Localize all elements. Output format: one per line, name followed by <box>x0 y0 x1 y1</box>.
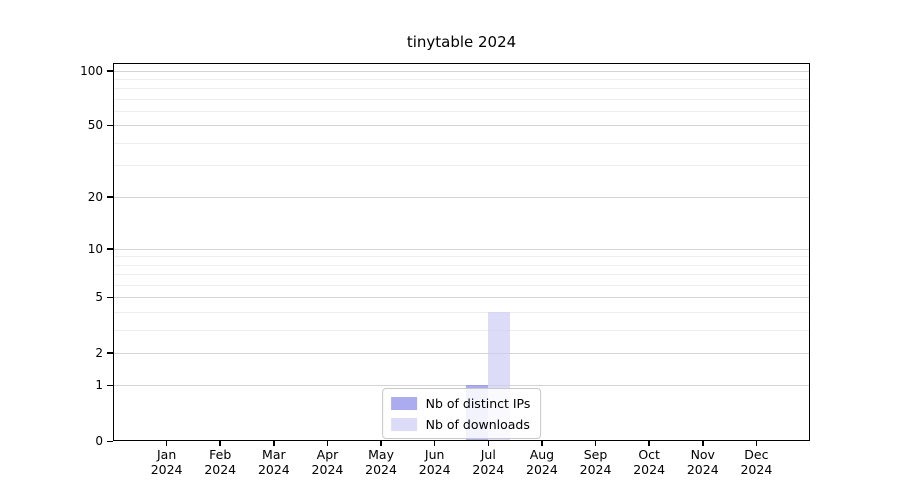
year-label: 2024 <box>740 462 773 477</box>
month-label: Oct <box>638 447 660 462</box>
year-label: 2024 <box>311 462 344 477</box>
month-label: Apr <box>316 447 339 462</box>
gridline-minor <box>113 329 810 331</box>
x-tick-mark <box>219 441 221 446</box>
month-label: Feb <box>209 447 232 462</box>
y-axis-tick-label: 20 <box>87 189 103 204</box>
x-axis-tick-label: Feb 2024 <box>190 447 250 477</box>
year-label: 2024 <box>579 462 612 477</box>
gridline-minor <box>113 111 810 113</box>
year-label: 2024 <box>257 462 290 477</box>
x-tick-mark <box>755 441 758 446</box>
gridline-major <box>113 352 810 354</box>
x-tick-mark <box>380 441 382 446</box>
x-tick-mark <box>273 441 275 446</box>
y-tick-mark <box>107 440 113 442</box>
gridline-minor <box>113 165 810 167</box>
month-label: Sep <box>583 447 608 462</box>
x-tick-mark <box>433 441 436 446</box>
gridline-minor <box>113 88 810 90</box>
legend-item-distinct-ips: Nb of distinct IPs <box>390 393 531 413</box>
month-label: Nov <box>690 447 715 462</box>
month-label: Mar <box>262 447 286 462</box>
month-label: Jul <box>480 447 496 462</box>
gridline-minor <box>113 264 810 266</box>
grid-layer <box>113 63 810 441</box>
x-tick-mark <box>165 441 168 446</box>
y-tick-mark <box>107 124 113 127</box>
gridline-minor <box>113 274 810 276</box>
year-label: 2024 <box>472 462 505 477</box>
x-tick-mark <box>541 441 543 446</box>
year-label: 2024 <box>418 462 451 477</box>
gridline-major <box>113 196 810 198</box>
y-tick-mark <box>107 384 113 387</box>
gridline-minor <box>113 256 810 258</box>
y-axis-tick-label: 0 <box>95 434 103 448</box>
year-label: 2024 <box>204 462 237 477</box>
month-label: Aug <box>529 447 555 462</box>
x-tick-mark <box>487 441 490 446</box>
x-axis-tick-label: Oct 2024 <box>619 447 679 477</box>
x-axis-tick-label: Dec 2024 <box>726 447 786 477</box>
year-label: 2024 <box>526 462 558 477</box>
legend-swatch-downloads <box>390 417 417 431</box>
year-label: 2024 <box>150 462 183 477</box>
x-axis-tick-label: Apr 2024 <box>297 447 357 477</box>
x-axis-tick-label: Jan 2024 <box>137 447 197 477</box>
x-axis-tick-label: Jul 2024 <box>458 447 518 477</box>
gridline-minor <box>113 78 810 80</box>
year-label: 2024 <box>365 462 397 477</box>
x-axis-tick-label: Sep 2024 <box>566 447 626 477</box>
legend-label-distinct-ips: Nb of distinct IPs <box>425 395 531 411</box>
y-tick-mark <box>107 70 113 72</box>
legend-item-downloads: Nb of downloads <box>390 414 531 434</box>
x-tick-mark <box>594 441 597 446</box>
month-label: Jan <box>156 447 177 462</box>
y-tick-mark <box>107 248 113 250</box>
x-axis-tick-label: Aug 2024 <box>512 447 572 477</box>
bars-layer <box>113 63 810 441</box>
x-tick-mark <box>326 441 329 446</box>
month-label: Jun <box>424 447 445 462</box>
gridline-minor <box>113 311 810 313</box>
legend-swatch-distinct-ips <box>390 396 417 410</box>
month-label: Dec <box>744 447 769 462</box>
year-label: 2024 <box>686 462 719 477</box>
y-tick-mark <box>107 352 113 354</box>
month-label: May <box>368 447 394 462</box>
x-tick-mark <box>702 441 704 446</box>
legend-label-downloads: Nb of downloads <box>425 416 530 432</box>
y-tick-mark <box>107 296 113 299</box>
y-axis-tick-label: 100 <box>80 63 103 78</box>
y-axis-tick-label: 1 <box>95 378 103 393</box>
chart-title: tinytable 2024 <box>406 33 517 51</box>
x-axis-tick-label: Mar 2024 <box>244 447 304 477</box>
x-axis-tick-label: Nov 2024 <box>673 447 733 477</box>
y-axis-tick-label: 5 <box>95 290 103 305</box>
legend: Nb of distinct IPs Nb of downloads <box>381 388 542 439</box>
gridline-major <box>113 385 810 387</box>
y-axis-tick-label: 2 <box>95 345 103 360</box>
y-axis-tick-label: 10 <box>87 241 103 256</box>
gridline-major <box>113 70 810 72</box>
y-axis-tick-label: 50 <box>87 118 103 133</box>
plot-area: Nb of distinct IPs Nb of downloads <box>113 63 810 441</box>
x-axis-tick-label: May 2024 <box>351 447 411 477</box>
x-axis-tick-label: Jun 2024 <box>405 447 465 477</box>
gridline-major <box>113 297 810 299</box>
y-tick-mark <box>107 196 113 198</box>
year-label: 2024 <box>633 462 666 477</box>
gridline-minor <box>113 98 810 100</box>
gridline-minor <box>113 142 810 144</box>
gridline-major <box>113 125 810 127</box>
x-tick-mark <box>648 441 650 446</box>
gridline-minor <box>113 284 810 286</box>
gridline-major <box>113 248 810 250</box>
